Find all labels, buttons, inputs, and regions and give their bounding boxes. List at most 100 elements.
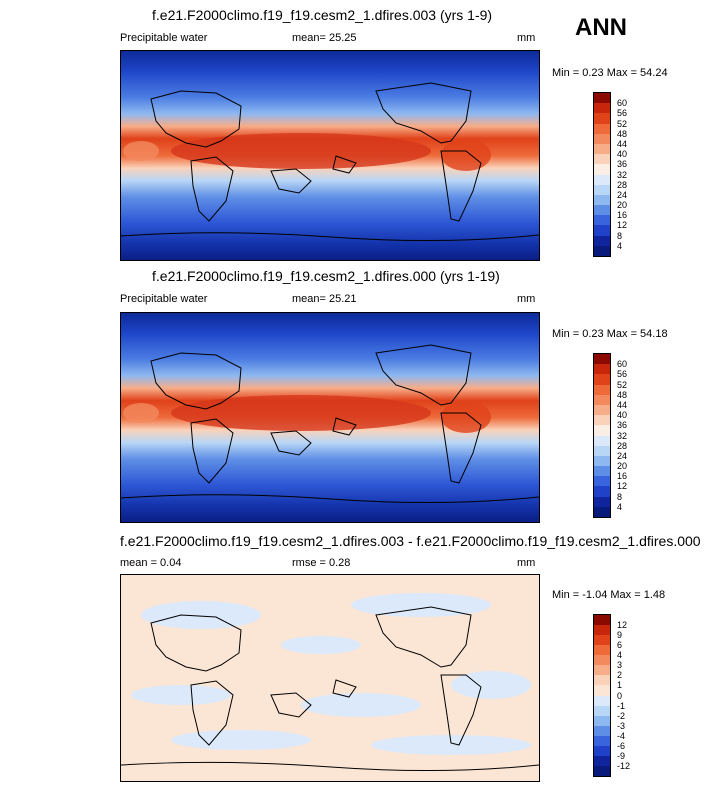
- panel3-colorbar-segment: [594, 685, 610, 696]
- panel3-colorbar-segment: [594, 665, 610, 676]
- panel1-colorbar-segment: [594, 143, 610, 155]
- panel3-colorbar-tick-label: -9: [617, 750, 626, 761]
- panel3-colorbar-segment: [594, 615, 610, 626]
- panel3-colorbar-tick-label: 4: [617, 650, 623, 661]
- panel3-colorbar-segment: [594, 705, 610, 716]
- panel2-colorbar-tick-label: 48: [617, 389, 628, 400]
- panel3-colorbar-segment: [594, 695, 610, 706]
- panel3-colorbar-segment: [594, 735, 610, 746]
- panel2-colorbar-segment: [594, 364, 610, 375]
- panel3-colorbar-segment: [594, 645, 610, 656]
- panel3-colorbar-tick-label: -3: [617, 720, 626, 731]
- panel1-colorbar-segment: [594, 194, 610, 206]
- panel2-mean: mean= 25.21: [292, 293, 357, 305]
- panel1-colorbar-segment: [594, 225, 610, 236]
- panel1-map-svg: [121, 51, 539, 260]
- panel3-colorbar-tick-label: 6: [617, 640, 623, 651]
- panel2-colorbar-tick-label: 16: [617, 471, 628, 482]
- panel1-colorbar-segment: [594, 123, 610, 134]
- season-label: ANN: [575, 14, 627, 41]
- panel2-colorbar-segment: [594, 506, 610, 517]
- panel3-colorbar-tick-label: 12: [617, 620, 628, 631]
- panel2-colorbar-segment: [594, 435, 610, 446]
- panel2-colorbar-segment: [594, 476, 610, 487]
- panel1-colorbar-segment: [594, 184, 610, 195]
- panel3-map-svg: [121, 575, 539, 781]
- panel1-variable: Precipitable water: [120, 32, 208, 44]
- panel1-title: f.e21.F2000climo.f19_f19.cesm2_1.dfires.…: [152, 7, 493, 23]
- panel1-colorbar-tick-label: 60: [617, 98, 628, 109]
- panel2-colorbar-segment: [594, 445, 610, 456]
- panel2-colorbar-tick-label: 4: [617, 501, 623, 512]
- panel1-map: [120, 50, 540, 261]
- panel1-colorbar-segment: [594, 113, 610, 124]
- panel3-colorbar-segment: [594, 745, 610, 756]
- panel2-colorbar-tick-label: 56: [617, 369, 628, 380]
- panel2-colorbar-tick-label: 24: [617, 450, 628, 461]
- panel1-mean: mean= 25.25: [292, 32, 357, 44]
- panel3-colorbar-segment: [594, 625, 610, 636]
- panel2-colorbar-tick-label: 20: [617, 461, 628, 472]
- panel2-variable: Precipitable water: [120, 293, 208, 305]
- panel2-title: f.e21.F2000climo.f19_f19.cesm2_1.dfires.…: [152, 268, 500, 284]
- panel1-colorbar-segment: [594, 164, 610, 175]
- panel3-colorbar-tick-label: -12: [617, 760, 631, 771]
- panel1-colorbar-tick-label: 36: [617, 159, 628, 170]
- panel3-minmax: Min = -1.04 Max = 1.48: [552, 589, 666, 601]
- panel2-colorbar-tick-label: 40: [617, 410, 628, 421]
- panel3-colorbar-segment: [594, 655, 610, 666]
- panel3-colorbar-tick-label: -4: [617, 730, 626, 741]
- panel3-colorbar-tick-label: -2: [617, 710, 626, 721]
- panel2-map-svg: [121, 313, 539, 522]
- panel2-colorbar-tick-label: 28: [617, 440, 628, 451]
- panel2-colorbar-segment: [594, 486, 610, 497]
- panel1-colorbar: [593, 92, 611, 257]
- panel2-colorbar-segment: [594, 384, 610, 395]
- panel2-colorbar-segment: [594, 466, 610, 477]
- panel1-colorbar-segment: [594, 215, 610, 226]
- panel2-colorbar-segment: [594, 455, 610, 467]
- panel1-minmax: Min = 0.23 Max = 54.24: [552, 67, 668, 79]
- panel3-title: f.e21.F2000climo.f19_f19.cesm2_1.dfires.…: [120, 533, 701, 549]
- panel3-colorbar-tick-label: 3: [617, 660, 623, 671]
- panel2-colorbar-segment: [594, 496, 610, 507]
- panel1-colorbar-tick-label: 16: [617, 210, 628, 221]
- panel2-colorbar-segment: [594, 415, 610, 426]
- panel1-colorbar-tick-label: 52: [617, 118, 628, 129]
- panel1-colorbar-segment: [594, 235, 610, 246]
- panel3-rmse: rmse = 0.28: [292, 557, 351, 569]
- panel2-colorbar-segment: [594, 404, 610, 416]
- panel1-colorbar-segment: [594, 205, 610, 216]
- panel3-map: [120, 574, 540, 782]
- panel2-units: mm: [517, 293, 536, 305]
- panel3-mean: mean = 0.04: [120, 557, 182, 569]
- panel2-colorbar-tick-label: 52: [617, 379, 628, 390]
- panel3-colorbar-segment: [594, 765, 610, 776]
- panel3-colorbar-segment: [594, 715, 610, 726]
- panel1-colorbar-tick-label: 56: [617, 108, 628, 119]
- panel2-colorbar-tick-label: 8: [617, 491, 623, 502]
- panel1-colorbar-tick-label: 24: [617, 189, 628, 200]
- panel3-colorbar-tick-label: 1: [617, 680, 623, 691]
- panel1-colorbar-tick-label: 28: [617, 179, 628, 190]
- panel3-colorbar-tick-label: 2: [617, 670, 623, 681]
- panel1-colorbar-tick-label: 44: [617, 138, 628, 149]
- panel1-colorbar-tick-label: 20: [617, 200, 628, 211]
- panel3-colorbar-segment: [594, 725, 610, 736]
- panel3-colorbar: [593, 614, 611, 777]
- panel3-colorbar-tick-label: -6: [617, 740, 626, 751]
- panel2-colorbar-segment: [594, 425, 610, 436]
- panel1-colorbar-segment: [594, 103, 610, 114]
- panel3-colorbar-tick-label: 9: [617, 630, 623, 641]
- panel3-colorbar-tick-label: 0: [617, 690, 623, 701]
- panel2-map: [120, 312, 540, 523]
- panel1-units: mm: [517, 32, 536, 44]
- panel2-colorbar: [593, 353, 611, 518]
- panel2-colorbar-tick-label: 36: [617, 420, 628, 431]
- panel1-colorbar-tick-label: 48: [617, 128, 628, 139]
- panel1-colorbar-segment: [594, 174, 610, 185]
- panel1-colorbar-segment: [594, 133, 610, 144]
- panel2-colorbar-segment: [594, 354, 610, 365]
- panel2-colorbar-tick-label: 12: [617, 481, 628, 492]
- panel1-colorbar-tick-label: 12: [617, 220, 628, 231]
